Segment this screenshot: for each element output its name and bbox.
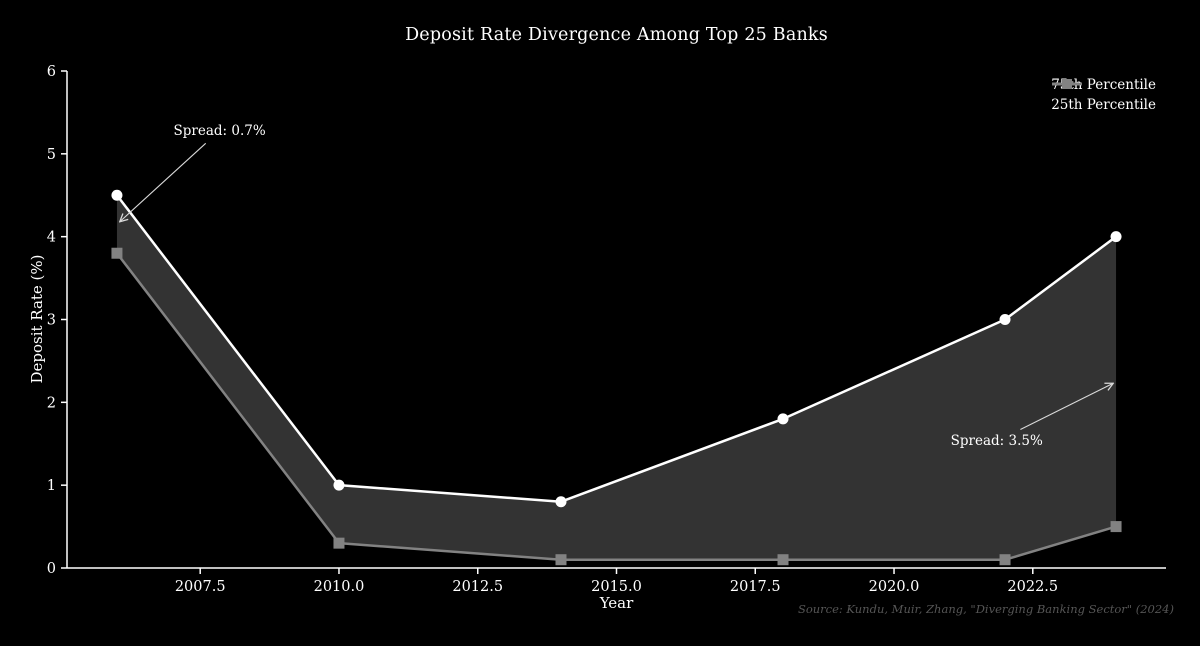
- data-point-circle: [777, 413, 789, 425]
- legend-label: 25th Percentile: [1051, 97, 1156, 113]
- legend-sample-line-square-icon: [1052, 79, 1083, 89]
- data-point-square: [777, 554, 789, 566]
- x-tick-label: 2020.0: [869, 579, 920, 595]
- x-axis-label: Year: [599, 594, 634, 612]
- y-axis-label: Deposit Rate (%): [28, 254, 46, 384]
- y-tick-label: 3: [47, 313, 56, 329]
- data-point-circle: [999, 314, 1011, 325]
- x-tick-label: 2012.5: [452, 579, 503, 595]
- x-tick-label: 2015.0: [591, 579, 642, 595]
- series-line-25th-percentile: [115, 251, 1118, 561]
- y-tick-label: 6: [47, 64, 56, 80]
- data-point-square: [1110, 521, 1122, 533]
- data-point-square: [555, 554, 567, 566]
- y-tick-label: 4: [47, 230, 56, 246]
- y-tick-label: 2: [47, 395, 56, 411]
- data-point-square: [999, 554, 1011, 566]
- source-note: Source: Kundu, Muir, Zhang, "Diverging B…: [797, 602, 1174, 616]
- annotation-arrow: [120, 142, 207, 221]
- legend: 75th Percentile 25th Percentile: [1051, 77, 1156, 113]
- data-point-circle: [1110, 231, 1122, 243]
- data-point-circle: [111, 189, 123, 201]
- legend-label: 75th Percentile: [1051, 77, 1156, 93]
- x-tick-label: 2007.5: [175, 579, 226, 595]
- x-tick-label: 2010.0: [314, 579, 365, 595]
- data-point-square: [111, 247, 123, 259]
- x-tick-label: 2017.5: [730, 579, 781, 595]
- x-tick-label: 2022.5: [1007, 579, 1058, 595]
- annotation-label: Spread: 3.5%: [950, 433, 1043, 450]
- chart-title: Deposit Rate Divergence Among Top 25 Ban…: [405, 25, 828, 45]
- annotation-arrow: [1020, 383, 1113, 430]
- y-tick-label: 5: [47, 147, 56, 163]
- y-tick-label: 0: [47, 561, 56, 577]
- data-point-circle: [555, 496, 567, 508]
- annotation-label: Spread: 0.7%: [173, 122, 266, 139]
- y-tick-label: 1: [47, 478, 56, 494]
- data-point-circle: [333, 479, 345, 491]
- percentile-band-fill: [116, 195, 1117, 560]
- legend-item-25th-percentile: 25th Percentile: [1051, 79, 1156, 113]
- data-point-square: [333, 537, 345, 549]
- series-line-75th-percentile: [115, 194, 1118, 503]
